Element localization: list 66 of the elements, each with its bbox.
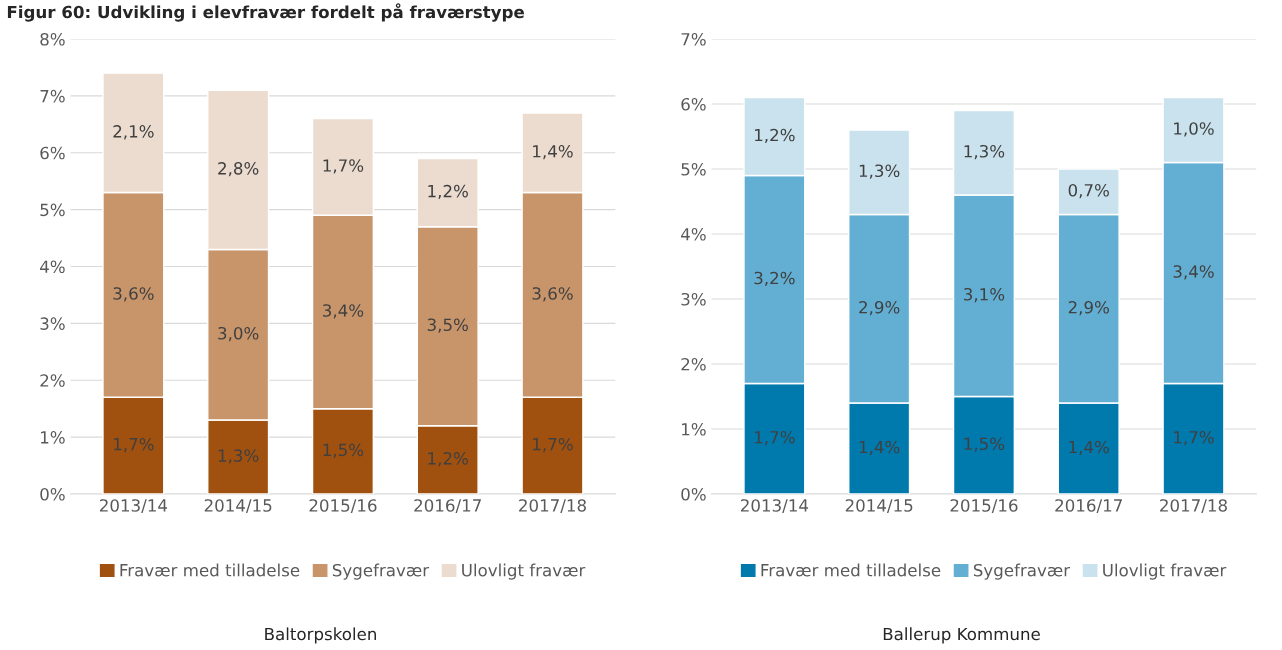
data-label: 1,5%: [323, 443, 364, 458]
data-label: 3,4%: [1173, 265, 1214, 280]
y-tick-label: 4%: [40, 260, 65, 274]
data-label: 3,0%: [218, 326, 259, 342]
data-label: 3,5%: [427, 318, 468, 333]
y-tick-label: 7%: [681, 32, 706, 46]
y-tick-label: 6%: [40, 146, 65, 160]
legend-label: Ulovligt fravær: [462, 563, 586, 580]
legend-label: Fravær med tilladelse: [761, 563, 941, 577]
data-label: 1,3%: [218, 449, 259, 464]
data-label: 2,8%: [218, 162, 259, 177]
x-tick-label: 2014/15: [204, 499, 272, 514]
y-tick-label: 8%: [40, 32, 65, 46]
x-tick-label: 2017/18: [1160, 499, 1227, 514]
y-tick-label: 3%: [40, 317, 65, 330]
data-label: 1,4%: [1069, 440, 1109, 456]
data-label: 3,4%: [323, 304, 364, 319]
x-tick-label: 2015/16: [309, 499, 377, 514]
legend-label: Sygefravær: [332, 563, 430, 580]
y-tick-label: 0%: [681, 487, 706, 501]
y-tick-label: 1%: [682, 422, 706, 436]
data-label: 1,2%: [428, 184, 468, 200]
data-label: 1,3%: [964, 144, 1005, 160]
legend-label: Sygefravær: [973, 563, 1071, 580]
x-tick-label: 2013/14: [99, 499, 168, 514]
x-tick-label: 2016/17: [414, 499, 481, 514]
data-label: 3,6%: [113, 287, 154, 302]
x-tick-label: 2014/15: [845, 499, 913, 514]
data-label: 1,7%: [755, 430, 795, 446]
data-label: 1,7%: [114, 437, 154, 453]
data-label: 1,2%: [428, 452, 468, 467]
x-tick-label: 2015/16: [950, 499, 1018, 514]
data-label: 1,4%: [859, 440, 900, 456]
data-label: 1,3%: [859, 164, 900, 179]
y-tick-label: 6%: [681, 97, 706, 111]
data-label: 3,2%: [754, 271, 795, 287]
data-label: 2,9%: [1068, 300, 1109, 316]
data-label: 1,4%: [533, 144, 573, 160]
data-label: 1,5%: [964, 437, 1005, 452]
text: Ballerup Kommune: [883, 627, 1040, 644]
y-tick-label: 4%: [681, 227, 706, 241]
y-tick-label: 0%: [40, 487, 65, 501]
x-tick-label: 2013/14: [740, 499, 809, 514]
data-label: 1,7%: [1174, 430, 1214, 446]
data-label: 1,7%: [323, 159, 364, 174]
data-label: 1,2%: [755, 128, 795, 144]
text: Baltorpskolen: [265, 627, 376, 644]
data-label: 3,6%: [532, 287, 573, 302]
y-tick-label: 2%: [681, 357, 706, 371]
y-tick-label: 5%: [40, 203, 65, 217]
data-label: 3,1%: [964, 287, 1005, 303]
data-label: 1,0%: [1174, 122, 1214, 137]
x-tick-label: 2016/17: [1055, 499, 1122, 514]
y-tick-label: 3%: [681, 292, 706, 306]
legend-label: Fravær med tilladelse: [120, 563, 300, 577]
x-tick-label: 2017/18: [519, 499, 586, 514]
data-label: 2,9%: [859, 300, 900, 316]
data-label: 1,7%: [533, 437, 573, 453]
y-tick-label: 5%: [681, 162, 706, 176]
y-tick-label: 7%: [40, 89, 65, 103]
legend-label: Ulovligt fravær: [1103, 563, 1227, 580]
y-tick-label: 2%: [40, 374, 65, 387]
data-label: 2,1%: [113, 125, 154, 140]
y-tick-label: 1%: [41, 431, 65, 444]
data-label: 0,7%: [1068, 183, 1109, 199]
chart-title: Figur 60: Udvikling i elevfravær fordelt på fraværstype: [7, 3, 524, 22]
